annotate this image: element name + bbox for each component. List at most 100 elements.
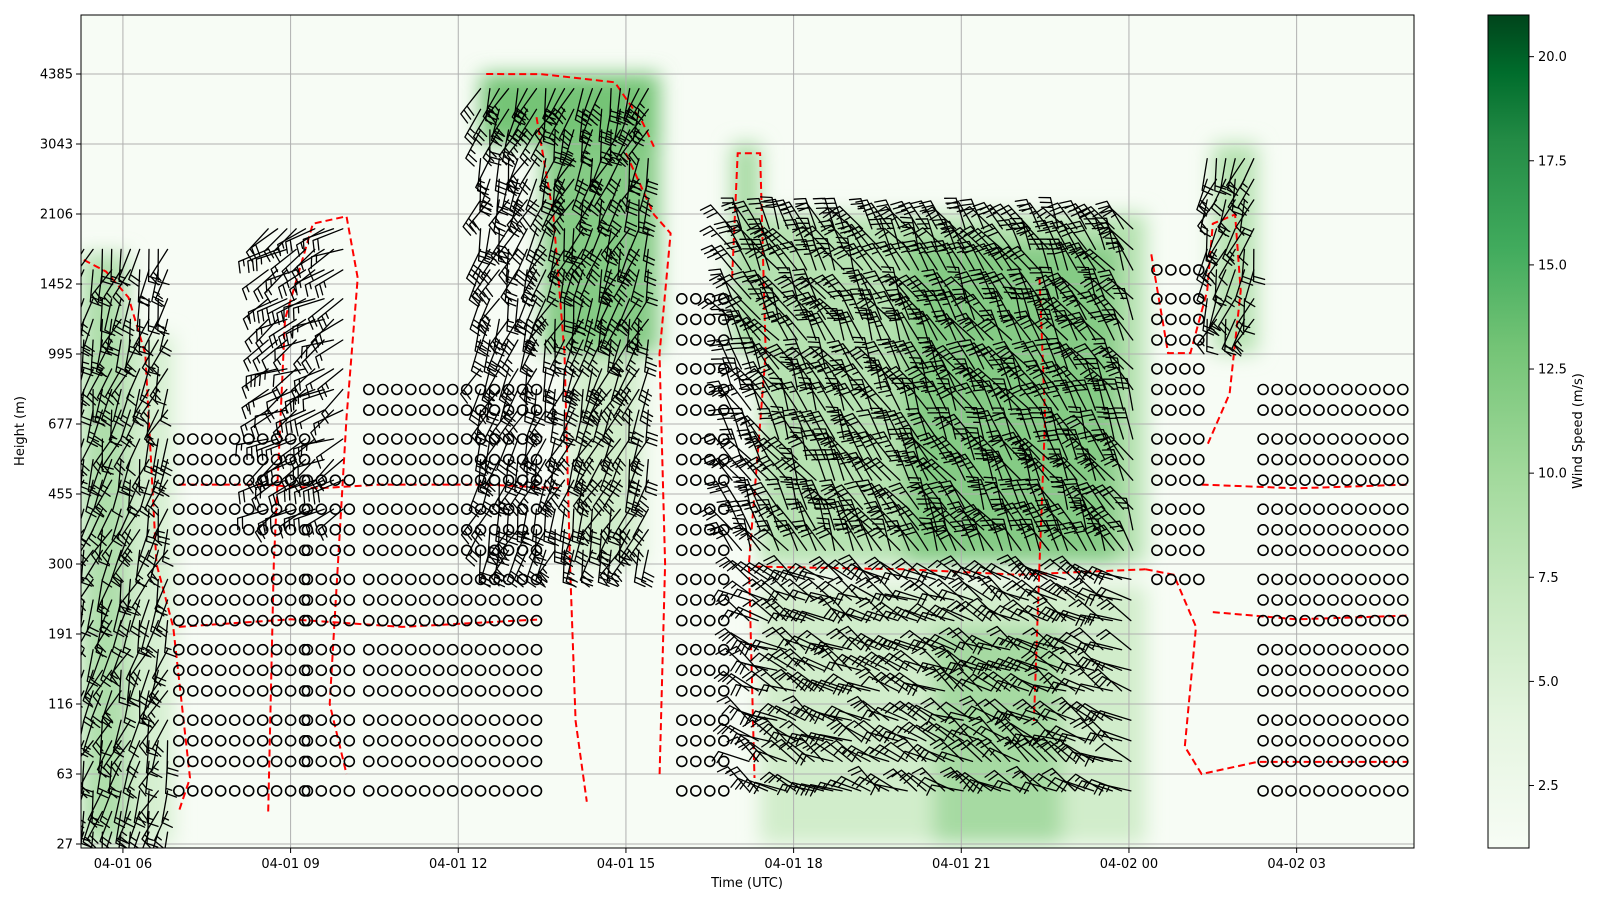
wind-barb <box>112 388 125 427</box>
wind-barb <box>989 203 1022 230</box>
calm-marker <box>343 685 356 697</box>
wind-barb <box>160 438 173 477</box>
calm-marker <box>1327 643 1339 656</box>
wind-barb <box>81 339 94 377</box>
calm-marker <box>1299 785 1311 797</box>
calm-marker <box>474 734 487 747</box>
wind-barb <box>991 518 1013 551</box>
wind-barb <box>834 451 864 481</box>
calm-marker <box>460 523 473 536</box>
calm-marker <box>460 503 473 516</box>
calm-marker <box>404 404 417 416</box>
wind-barb <box>563 228 576 265</box>
wind-barb <box>283 508 316 532</box>
wind-barb <box>889 411 920 440</box>
wind-barb <box>915 314 948 341</box>
y-tick-label: 116 <box>48 698 73 713</box>
wind-barb <box>633 549 647 588</box>
calm-marker <box>432 404 445 416</box>
wind-barb <box>768 382 798 411</box>
wind-barb <box>582 438 603 475</box>
calm-marker <box>1355 755 1367 768</box>
calm-marker <box>270 714 283 727</box>
wind-barb <box>795 656 834 671</box>
calm-marker <box>1257 755 1269 768</box>
wind-barb <box>759 723 797 742</box>
wind-barb <box>589 158 604 196</box>
calm-marker <box>1327 785 1339 797</box>
calm-marker <box>516 614 529 627</box>
wind-barb <box>1032 219 1059 251</box>
calm-marker <box>1285 544 1297 557</box>
wind-barb <box>1009 608 1048 622</box>
calm-marker <box>689 433 702 445</box>
wind-barb <box>503 388 519 427</box>
wind-barb <box>885 309 910 341</box>
wind-barb <box>928 578 964 601</box>
wind-barb <box>278 438 307 470</box>
calm-marker <box>502 714 515 727</box>
calm-marker <box>432 433 445 445</box>
wind-barb <box>996 388 1031 411</box>
calm-marker <box>1193 334 1205 346</box>
wind-barb <box>1059 290 1087 321</box>
wind-barb <box>746 273 780 300</box>
wind-barb <box>1025 478 1050 510</box>
calm-marker <box>228 643 241 656</box>
wind-barb <box>100 458 113 497</box>
wind-barb <box>84 669 104 707</box>
wind-barb <box>1047 725 1085 742</box>
calm-marker <box>1327 474 1339 487</box>
calm-marker <box>717 685 730 697</box>
wind-barb <box>709 525 743 551</box>
calm-marker <box>432 714 445 727</box>
wind-barb <box>292 298 325 321</box>
wind-barb <box>490 108 510 146</box>
wind-barb <box>90 690 104 729</box>
wind-barb <box>477 458 491 496</box>
wind-barb <box>826 339 854 370</box>
wind-barb <box>830 414 864 440</box>
wind-barb <box>547 508 562 547</box>
calm-marker <box>689 544 702 557</box>
wind-barb <box>568 368 584 406</box>
wind-barb <box>520 269 538 307</box>
calm-marker <box>1257 474 1269 487</box>
wind-barb <box>559 409 575 448</box>
wind-barb <box>1071 499 1097 531</box>
wind-barb <box>1094 432 1125 461</box>
wind-barb <box>1046 238 1069 271</box>
wind-barb <box>1059 200 1087 230</box>
calm-marker <box>1179 383 1191 396</box>
wind-barb <box>304 269 335 297</box>
wind-barb <box>1102 362 1134 391</box>
wind-barb <box>997 478 1022 510</box>
calm-marker <box>284 685 297 697</box>
calm-marker <box>418 755 431 768</box>
calm-marker <box>301 664 314 677</box>
wind-barb <box>908 356 929 391</box>
calm-marker <box>1257 404 1269 416</box>
wind-barb <box>81 298 94 336</box>
calm-marker <box>1285 755 1297 768</box>
calm-marker <box>301 785 314 797</box>
wind-barb <box>866 506 901 531</box>
wind-barb <box>986 429 1013 461</box>
wind-barb <box>142 831 150 848</box>
calm-marker <box>270 785 283 797</box>
wind-barb <box>488 199 510 235</box>
calm-marker <box>474 755 487 768</box>
wind-barb <box>92 438 113 475</box>
wind-barb <box>946 600 983 622</box>
calm-marker <box>1299 614 1311 627</box>
wind-barb <box>713 481 743 510</box>
calm-marker <box>228 503 241 516</box>
calm-marker <box>301 755 314 768</box>
wind-barb <box>99 719 113 757</box>
calm-marker <box>404 714 417 727</box>
wind-barb <box>470 409 491 446</box>
wind-barb <box>804 679 843 692</box>
wind-barb <box>996 219 1022 251</box>
wind-barb <box>1067 701 1104 721</box>
calm-marker <box>315 734 328 747</box>
